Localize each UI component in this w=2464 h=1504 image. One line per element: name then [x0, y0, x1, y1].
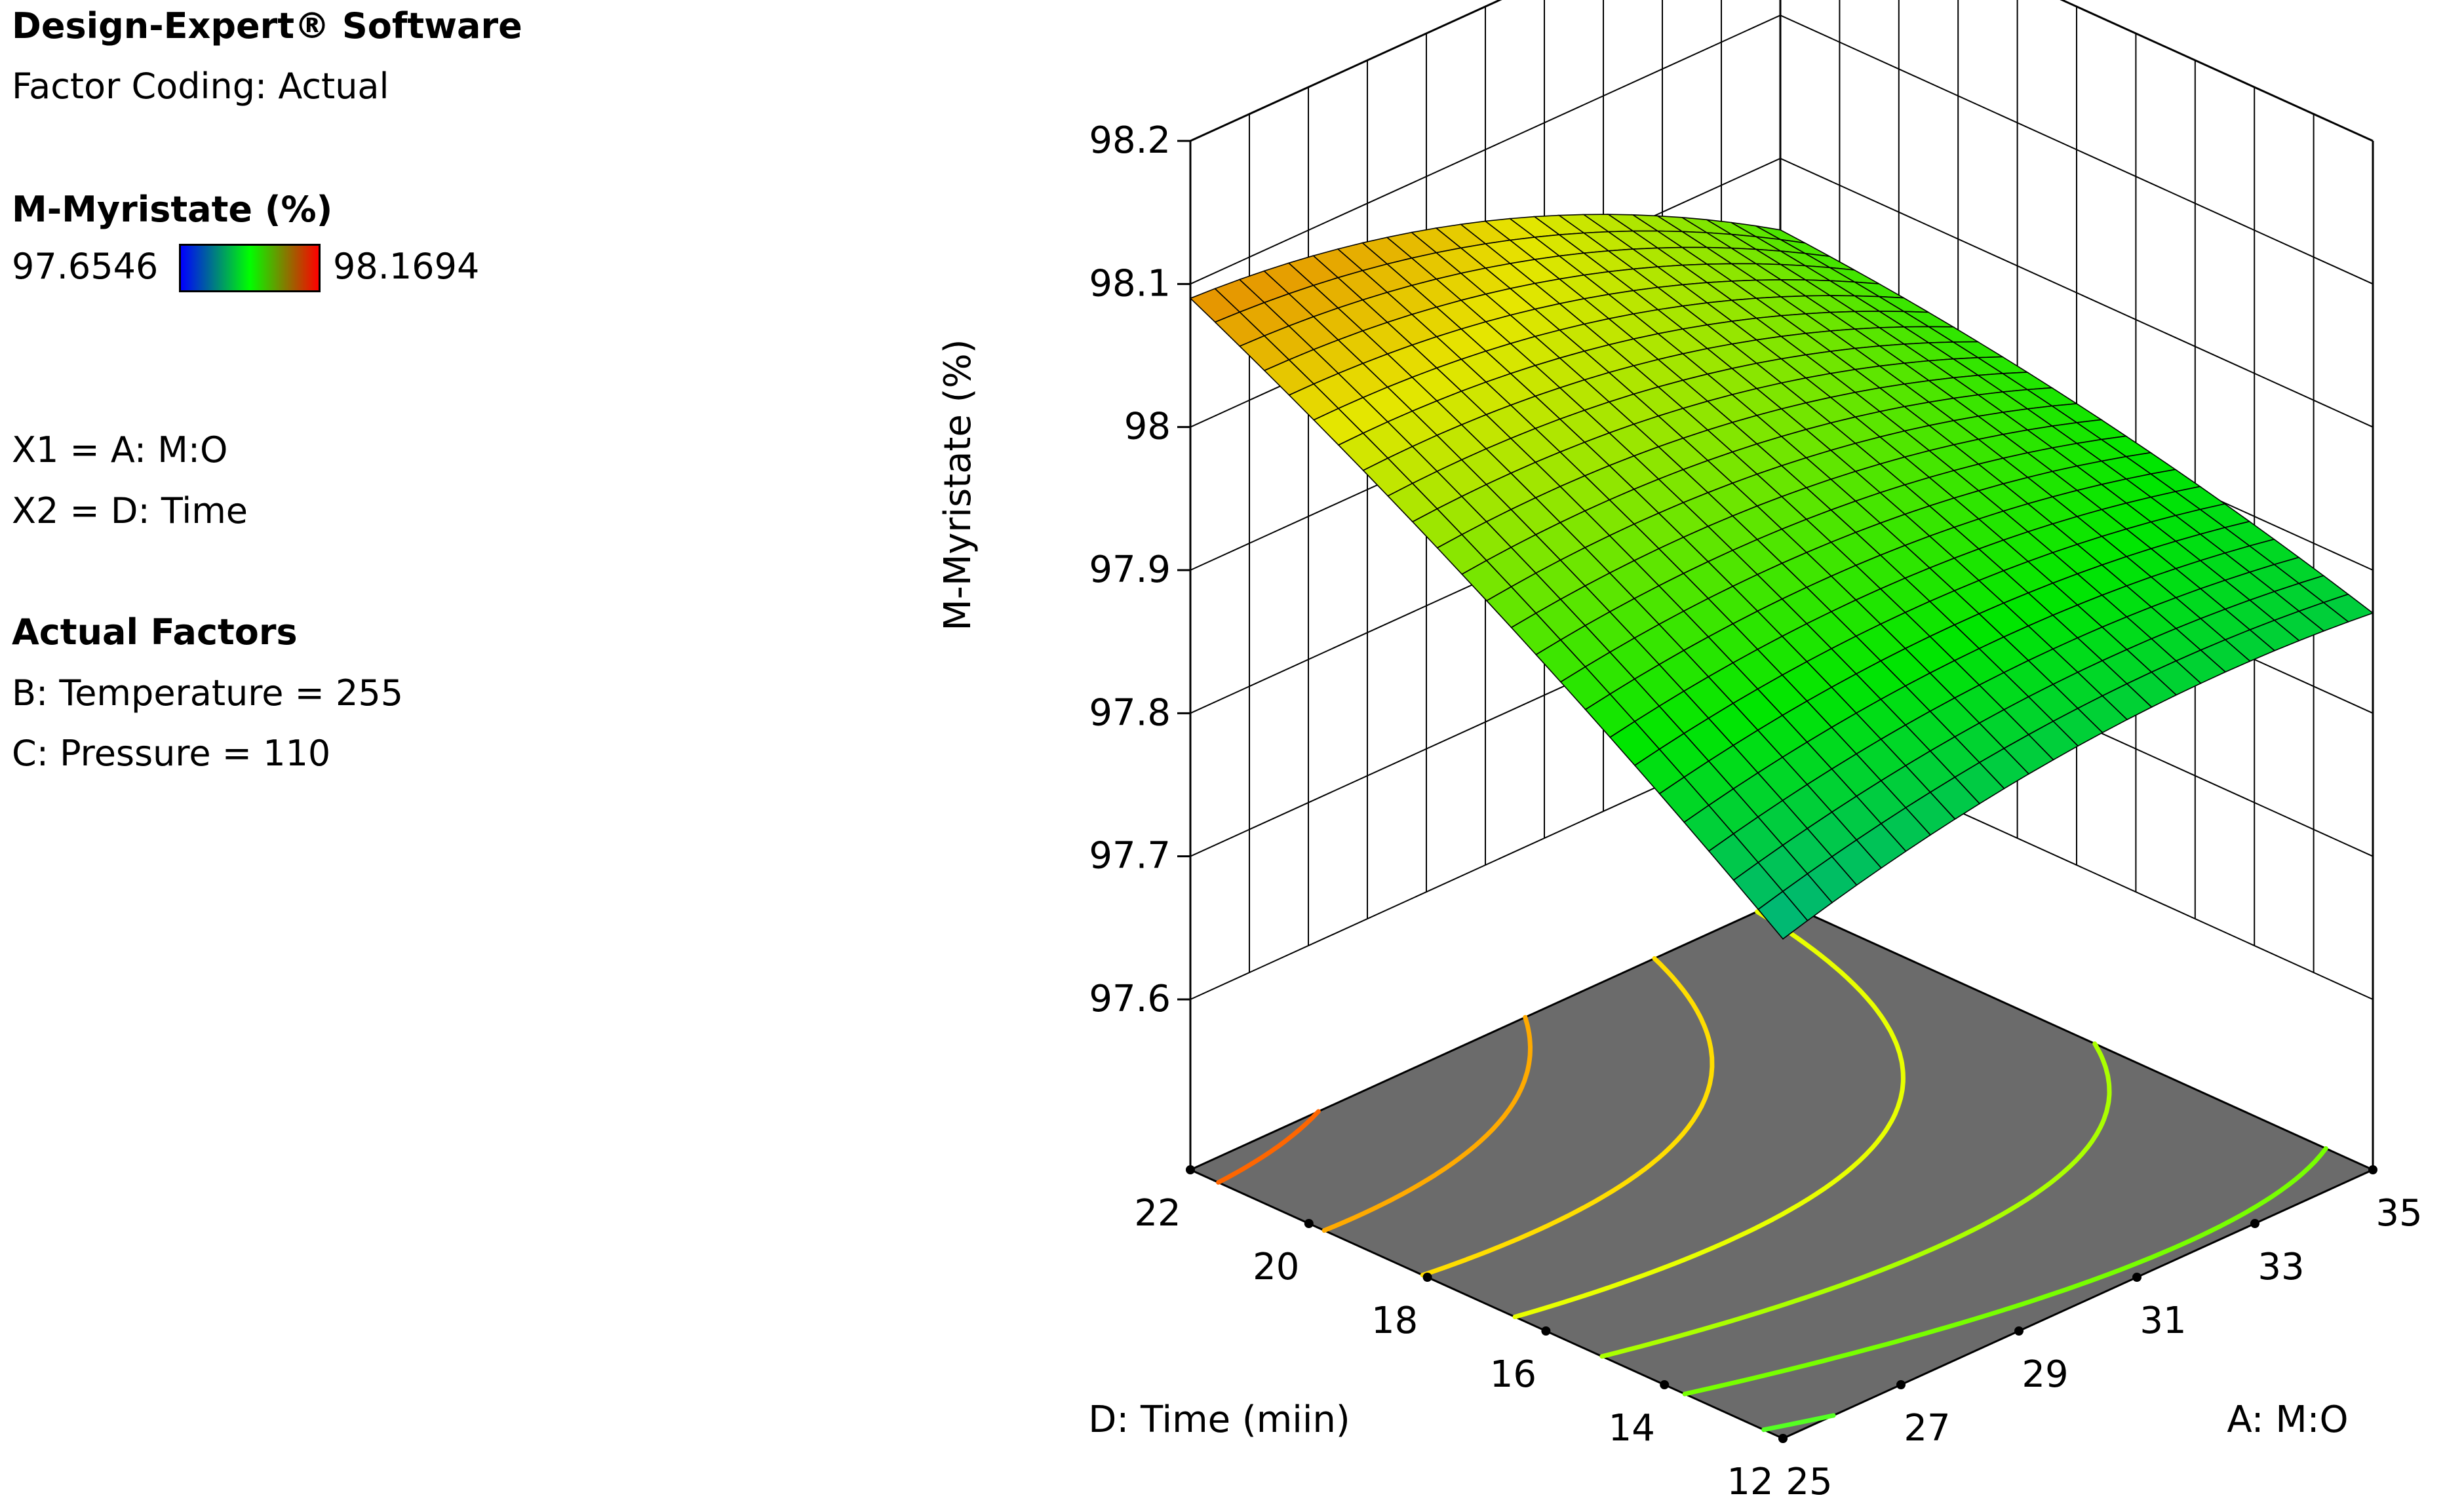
- z-tick-label: 97.8: [1089, 691, 1171, 734]
- floor-contour-line: [1512, 909, 1906, 1319]
- x-tick-label: 27: [1904, 1407, 1950, 1450]
- legend-color-bar: [179, 244, 321, 292]
- z-tick-label: 98.2: [1089, 119, 1171, 162]
- x-axis-label: A: M:O: [2227, 1398, 2348, 1441]
- y-tick-mark: [1186, 1165, 1195, 1174]
- floor-contour-line: [1761, 1413, 1836, 1433]
- x-tick-mark: [1896, 1380, 1906, 1389]
- x-tick-mark: [2014, 1326, 2024, 1336]
- z-tick-label: 97.6: [1089, 978, 1171, 1020]
- x1-definition: X1 = A: M:O: [12, 429, 228, 471]
- floor-contour-line: [1216, 1109, 1321, 1185]
- z-tick-label: 97.7: [1089, 835, 1171, 877]
- x-tick-mark: [2132, 1273, 2141, 1282]
- actual-factors-title: Actual Factors: [12, 611, 298, 653]
- y-tick-mark: [1422, 1273, 1432, 1282]
- x-tick-mark: [2368, 1165, 2377, 1174]
- legend-min-value: 97.6546: [12, 246, 159, 287]
- surface-cell: [1757, 891, 1809, 940]
- y-tick-label: 20: [1253, 1246, 1299, 1288]
- x-tick-label: 33: [2258, 1246, 2304, 1288]
- y-axis-label: D: Time (miin): [1088, 1398, 1350, 1441]
- response-title: M-Myristate (%): [12, 189, 333, 230]
- x-tick-label: 31: [2140, 1300, 2186, 1342]
- y-tick-label: 16: [1490, 1353, 1536, 1396]
- y-tick-label: 12: [1727, 1461, 1773, 1503]
- z-axis-label: M-Myristate (%): [937, 339, 979, 630]
- legend-max-value: 98.1694: [333, 246, 480, 287]
- software-title: Design-Expert® Software: [12, 5, 522, 47]
- x-tick-label: 29: [2022, 1353, 2068, 1396]
- z-tick-label: 97.9: [1089, 549, 1171, 591]
- y-tick-mark: [1660, 1380, 1670, 1389]
- floor-plane: [1188, 900, 2376, 1440]
- z-tick-label: 98: [1124, 406, 1171, 448]
- floor-contour-line: [1599, 1041, 2112, 1359]
- factor-pressure: C: Pressure = 110: [12, 733, 331, 774]
- y-tick-label: 14: [1609, 1407, 1655, 1450]
- factor-coding: Factor Coding: Actual: [12, 66, 389, 107]
- x-tick-mark: [2250, 1219, 2259, 1228]
- z-grid-line: [1190, 14, 2374, 285]
- y-tick-label: 18: [1371, 1300, 1418, 1342]
- factor-temperature: B: Temperature = 255: [12, 672, 404, 714]
- x-tick-label: 25: [1786, 1461, 1832, 1503]
- y-tick-mark: [1541, 1326, 1551, 1336]
- top-frame-line: [1190, 0, 2374, 142]
- y-tick-label: 22: [1134, 1192, 1181, 1235]
- floor-contour-line: [1321, 1014, 1533, 1233]
- x2-definition: X2 = D: Time: [12, 490, 248, 531]
- x-tick-label: 35: [2376, 1192, 2422, 1235]
- floor-contour-line: [1682, 1146, 2328, 1397]
- y-tick-mark: [1778, 1434, 1788, 1443]
- z-tick-label: 98.1: [1089, 262, 1171, 305]
- y-tick-mark: [1304, 1219, 1314, 1228]
